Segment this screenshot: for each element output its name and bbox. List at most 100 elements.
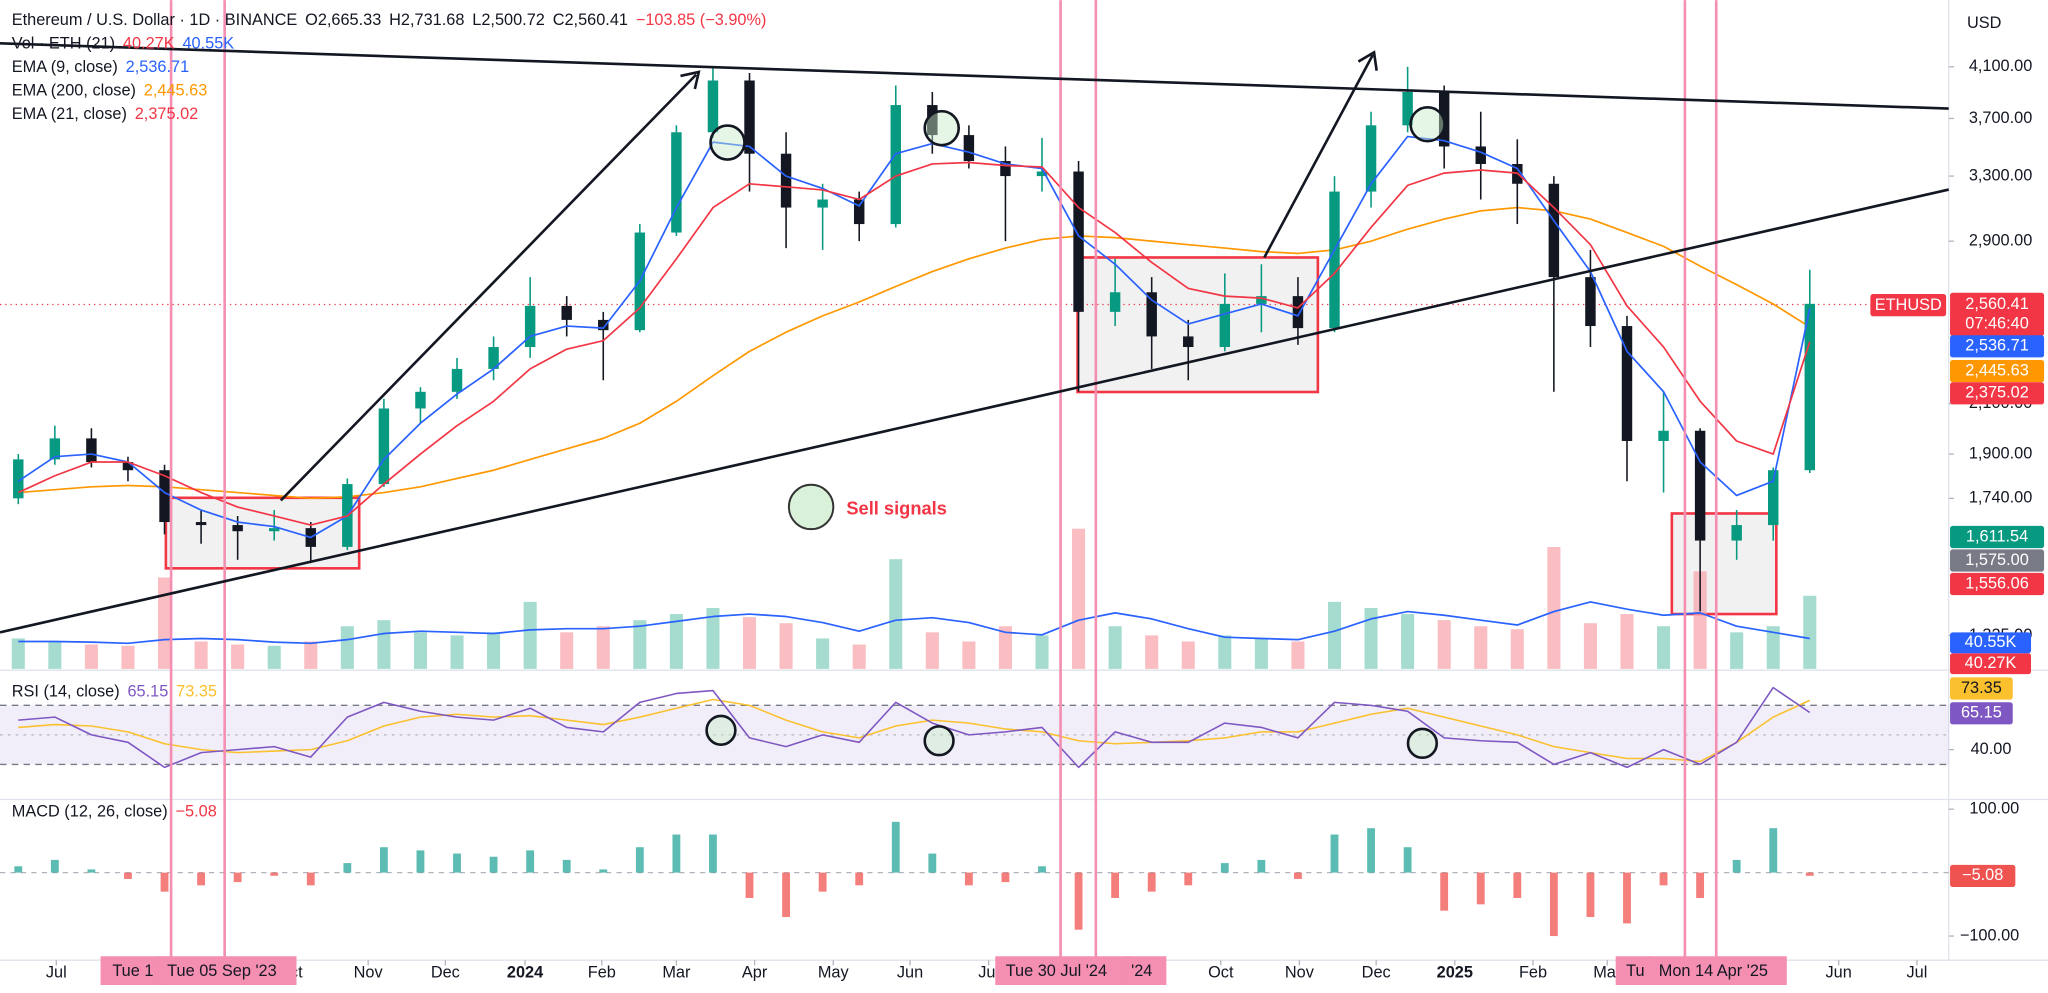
candle-body bbox=[122, 462, 134, 471]
ema-value: 2,375.02 bbox=[135, 105, 199, 123]
legend-marker bbox=[787, 483, 835, 531]
candle-body bbox=[707, 80, 719, 133]
ema-legend: EMA (21, close) 2,375.02 bbox=[12, 105, 198, 123]
candle-body bbox=[1146, 292, 1157, 337]
volume-bar bbox=[304, 641, 318, 669]
macd-bar bbox=[379, 847, 388, 873]
macd-bar bbox=[1038, 866, 1046, 873]
volume-bar bbox=[1401, 614, 1415, 669]
volume-bar bbox=[706, 607, 720, 669]
candle-body bbox=[1768, 470, 1779, 526]
crosshair-label: Mon 14 Apr '25 bbox=[1659, 962, 1768, 980]
rsi-legend: RSI (14, close) 65.15 73.35 bbox=[12, 683, 217, 701]
volume-legend: Vol · ETH (21) 40.27K 40.55K bbox=[12, 35, 235, 53]
candle-body bbox=[744, 80, 755, 154]
candle-body bbox=[1256, 296, 1267, 304]
macd-bar bbox=[562, 859, 571, 873]
macd-bar bbox=[233, 872, 242, 883]
candle-body bbox=[159, 470, 170, 523]
macd-bar bbox=[489, 856, 498, 873]
volume-bar bbox=[742, 617, 757, 669]
candle-body bbox=[378, 408, 390, 485]
volume-bar bbox=[779, 623, 793, 669]
candle-body bbox=[1804, 303, 1816, 471]
macd-bar bbox=[855, 872, 864, 886]
sell-signal bbox=[1409, 105, 1446, 143]
volume-bar bbox=[267, 645, 281, 669]
currency: USD bbox=[1967, 14, 2001, 32]
x-tick-label: Dec bbox=[1362, 964, 1391, 982]
candle-body bbox=[1475, 146, 1486, 165]
x-tick-label: Mar bbox=[1593, 964, 1622, 982]
ema-name: EMA (9, close) bbox=[12, 58, 118, 76]
y-tick-label: 2,900.00 bbox=[1969, 231, 2033, 249]
y-tick-label: 1,900.00 bbox=[1969, 444, 2033, 462]
macd-bar bbox=[1147, 872, 1156, 892]
macd-bar bbox=[635, 847, 644, 873]
y-tick-label: 40.00 bbox=[1971, 740, 2012, 758]
volume-bar bbox=[852, 644, 866, 669]
volume-bar bbox=[1583, 623, 1597, 669]
volume-bar bbox=[1254, 638, 1268, 669]
title: Ethereum / U.S. Dollar · 1D · BINANCE bbox=[12, 11, 298, 29]
macd-bar bbox=[1659, 872, 1668, 886]
ema-value: 2,536.71 bbox=[126, 58, 190, 76]
x-tick-label: Feb bbox=[1519, 964, 1547, 982]
candle-body bbox=[561, 305, 572, 320]
candle-body bbox=[1000, 161, 1011, 177]
zone-box bbox=[1076, 256, 1320, 394]
candle-body bbox=[451, 368, 463, 392]
y-tick-label: 3,300.00 bbox=[1969, 166, 2033, 184]
crosshair-tag bbox=[1125, 956, 1167, 985]
macd-bar bbox=[1111, 872, 1120, 898]
arrow-line bbox=[1263, 54, 1374, 259]
volume-bar bbox=[1547, 547, 1561, 669]
volume-bar bbox=[121, 645, 135, 669]
volume-bar bbox=[1218, 635, 1232, 669]
macd-bar bbox=[672, 834, 681, 873]
rsi-badge-label: 73.35 bbox=[1961, 679, 2002, 697]
price-badge-label: 1,611.54 bbox=[1966, 527, 2028, 545]
macd-bar bbox=[1586, 872, 1595, 918]
sell-signal bbox=[1406, 727, 1439, 760]
volume-ma-line bbox=[18, 601, 1810, 645]
x-tick-label: Mar bbox=[662, 964, 691, 982]
candle-body bbox=[1585, 277, 1596, 327]
price-badge bbox=[1950, 572, 2045, 596]
volume-ma-value: 40.55K bbox=[182, 35, 234, 53]
macd-bar bbox=[160, 872, 169, 892]
volume-bar bbox=[1803, 595, 1817, 669]
macd-bar bbox=[197, 872, 206, 886]
header-legend: Ethereum / U.S. Dollar · 1D · BINANCE O2,… bbox=[12, 11, 767, 29]
macd-bar bbox=[124, 872, 132, 879]
trendline bbox=[0, 188, 1950, 634]
x-tick-label: Nov bbox=[354, 964, 384, 982]
volume-name: Vol · ETH (21) bbox=[12, 35, 115, 53]
macd-value: −5.08 bbox=[176, 803, 217, 821]
x-tick-label: Jul bbox=[1906, 964, 1927, 982]
volume-bar bbox=[669, 614, 683, 669]
volume-bar bbox=[1766, 626, 1780, 669]
candle-body bbox=[1329, 191, 1340, 329]
rsi-line bbox=[18, 686, 1811, 769]
rsi-line bbox=[18, 698, 1811, 763]
x-tick-label: Jul bbox=[46, 964, 67, 982]
crosshair-label: Tue 30 Jul '24 bbox=[1006, 962, 1107, 980]
macd-bar bbox=[1220, 863, 1229, 873]
volume-bar bbox=[450, 635, 464, 669]
ema-badge bbox=[1950, 335, 2045, 358]
volume-bar bbox=[523, 601, 537, 669]
ema-badge-label: 2,375.02 bbox=[1965, 384, 2029, 402]
candle-body bbox=[1073, 171, 1084, 312]
volume-bar bbox=[194, 641, 208, 669]
volume-bar bbox=[1437, 620, 1451, 669]
candle-body bbox=[13, 459, 24, 499]
macd-bar bbox=[891, 821, 900, 873]
y-tick-label: 100.00 bbox=[1969, 799, 2019, 817]
x-tick-label: Dec bbox=[431, 964, 460, 982]
volume-value: 40.27K bbox=[123, 35, 175, 53]
volume-bar bbox=[1291, 641, 1305, 669]
volume-bar bbox=[231, 644, 245, 669]
ohlc-label: O2,665.33 bbox=[305, 11, 381, 29]
